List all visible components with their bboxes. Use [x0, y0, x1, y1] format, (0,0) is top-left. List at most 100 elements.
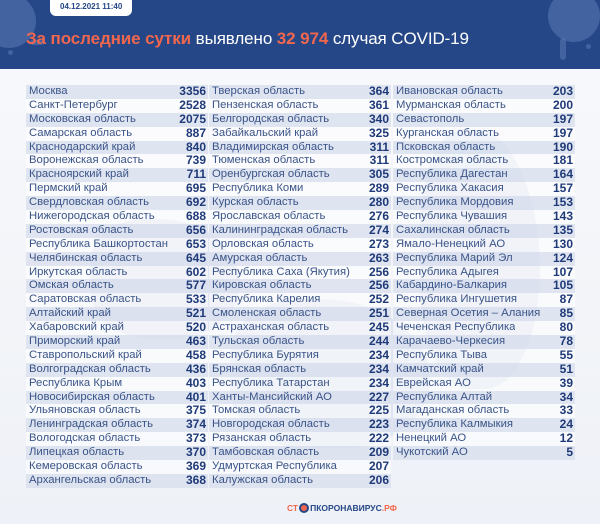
case-count: 436 — [185, 361, 206, 376]
table-row: Карачаево-Черкесия 78 — [393, 334, 575, 349]
region-name: Омская область — [29, 279, 114, 292]
table-row: Сахалинская область 135 — [393, 222, 575, 238]
case-count: 577 — [185, 278, 206, 293]
case-count: 80 — [559, 320, 573, 335]
table-row: Ярославская область 276 — [209, 209, 391, 224]
region-name: Республика Бурятия — [212, 348, 319, 361]
case-count: 375 — [185, 403, 206, 418]
region-name: Северная Осетия – Алания — [396, 307, 541, 320]
case-count: 458 — [185, 347, 206, 362]
case-count: 203 — [552, 84, 573, 98]
case-count: 234 — [368, 375, 389, 390]
region-column-2: Тверская область 364 Пензенская область 361… — [209, 84, 391, 488]
table-row: Республика Марий Эл 124 — [393, 251, 575, 266]
table-row: Республика Мордовия 153 — [393, 195, 575, 211]
region-name: Белгородская область — [212, 112, 330, 125]
case-count: 87 — [559, 292, 573, 307]
region-name: Забайкальский край — [212, 126, 319, 139]
case-count: 276 — [368, 209, 389, 224]
region-name: Калининградская область — [212, 223, 349, 236]
table-row: Мурманская область 200 — [393, 98, 575, 113]
region-name: Республика Тыва — [396, 348, 488, 361]
region-name: Чукотский АО — [396, 446, 468, 459]
case-count: 234 — [368, 347, 389, 362]
region-name: Москва — [29, 85, 68, 97]
region-name: Нижегородская область — [29, 210, 155, 223]
case-count: 107 — [552, 264, 573, 279]
region-name: Тюменская область — [212, 154, 316, 167]
table-row: Москва 3356 — [26, 84, 208, 99]
case-count: 24 — [559, 417, 573, 432]
table-row: Республика Адыгея 107 — [393, 264, 575, 280]
table-row: Московская область 2075 — [26, 112, 208, 127]
virus-spike-icon — [30, 40, 44, 45]
table-row: Красноярский край 711 — [26, 167, 208, 183]
case-count: 244 — [368, 334, 389, 349]
case-count: 223 — [368, 417, 389, 432]
table-row: Тульская область 244 — [209, 334, 391, 349]
table-row: Псковская область 190 — [393, 140, 575, 155]
virus-logo-icon — [299, 503, 310, 513]
region-name: Сахалинская область — [396, 223, 510, 236]
case-count: 3356 — [179, 84, 206, 98]
region-name: Удмуртская Республика — [212, 460, 337, 473]
table-row: Санкт-Петербург 2528 — [26, 98, 208, 113]
case-count: 135 — [552, 222, 573, 237]
table-row: Челябинская область 645 — [26, 251, 208, 266]
stopcoronavirus-logo: СТ ПКОРОНАВИРУС .РФ — [287, 503, 397, 513]
region-name: Новгородская область — [212, 418, 330, 431]
case-count: 251 — [368, 306, 389, 321]
table-row: Новосибирская область 401 — [26, 390, 208, 405]
table-row: Ивановская область 203 — [393, 84, 575, 99]
table-row: Республика Ингушетия 87 — [393, 292, 575, 308]
region-name: Самарская область — [29, 126, 133, 139]
region-name: Республика Марий Эл — [396, 251, 513, 264]
logo-text-koronavirus: ПКОРОНАВИРУС — [310, 503, 382, 513]
case-count: 273 — [368, 236, 389, 251]
case-count: 364 — [368, 84, 389, 98]
logo-text-rf: .РФ — [381, 503, 397, 513]
case-count: 206 — [368, 472, 389, 487]
region-name: Архангельская область — [29, 473, 152, 486]
table-row: Республика Алтай 34 — [393, 389, 575, 405]
region-name: Пермский край — [29, 182, 108, 195]
table-row: Ленинградская область 374 — [26, 417, 208, 433]
region-name: Красноярский край — [29, 168, 129, 181]
virus-decoration-icon — [548, 0, 600, 42]
region-name: Магаданская область — [396, 404, 510, 417]
region-name: Чеченская Республика — [396, 321, 516, 334]
case-count: 34 — [559, 389, 573, 404]
case-count: 653 — [185, 236, 206, 251]
case-count: 695 — [185, 181, 206, 196]
table-row: Астраханская область 245 — [209, 320, 391, 336]
table-row: Республика Саха (Якутия) 256 — [209, 265, 391, 280]
region-name: Амурская область — [212, 251, 308, 264]
table-row: Липецкая область 370 — [26, 445, 208, 461]
case-count: 51 — [559, 361, 573, 376]
region-column-1: Москва 3356 Санкт-Петербург 2528 Московская … — [26, 84, 208, 488]
region-name: Свердловская область — [29, 196, 150, 209]
region-name: Приморский край — [29, 335, 121, 348]
region-name: Республика Крым — [29, 376, 123, 389]
region-name: Рязанская область — [212, 432, 312, 445]
region-name: Ульяновская область — [29, 404, 141, 417]
region-name: Московская область — [29, 112, 136, 125]
region-name: Тульская область — [212, 335, 305, 348]
table-row: Архангельская область 368 — [26, 473, 208, 488]
region-name: Ярославская область — [212, 210, 326, 223]
table-row: Курская область 280 — [209, 195, 391, 211]
region-name: Кемеровская область — [29, 460, 143, 473]
case-count: 5 — [566, 445, 573, 460]
region-name: Ханты-Мансийский АО — [212, 390, 332, 403]
case-count: 263 — [368, 250, 389, 265]
case-count: 370 — [185, 445, 206, 460]
region-name: Республика Дагестан — [396, 168, 508, 181]
case-count: 207 — [368, 459, 389, 474]
virus-dot-icon — [586, 44, 591, 49]
region-name: Брянская область — [212, 362, 307, 375]
region-name: Псковская область — [396, 140, 496, 153]
logo-text-st: СТ — [287, 503, 299, 513]
table-row: Республика Карелия 252 — [209, 292, 391, 308]
case-count: 403 — [185, 375, 206, 390]
case-count: 227 — [368, 389, 389, 404]
